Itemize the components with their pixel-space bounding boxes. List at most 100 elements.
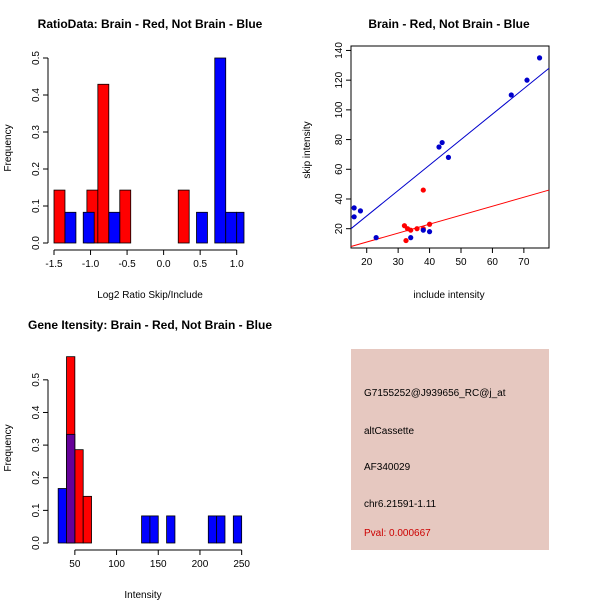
ratio-histogram-bar-not-brain (82, 211, 95, 244)
ratio-histogram-y-tick-label: 0.0 (31, 236, 42, 250)
scatter-point-brain (420, 187, 426, 193)
gene-intensity-y-tick-label: 0.0 (31, 536, 42, 550)
ratio-histogram-bars (53, 57, 245, 244)
ratio-histogram-bar-not-brain (225, 211, 238, 244)
scatter-x-tick-label: 20 (361, 257, 373, 268)
ratio-histogram-y-tick-label: 0.1 (31, 199, 42, 213)
gene-intensity-axes: 50 100 150 200 250 0.0 0.1 0.2 0.3 0.4 0.5 (31, 372, 250, 570)
location-text: chr6.21591-1.11 (364, 499, 437, 510)
scatter-x-tick-label: 70 (518, 257, 530, 268)
scatter-x-tick-label: 60 (487, 257, 499, 268)
scatter-plot-box (350, 45, 550, 249)
gene-intensity-bar-brain (74, 449, 84, 544)
gene-intensity-bar-not-brain (141, 515, 151, 544)
scatter-point-brain (414, 226, 420, 232)
gene-intensity-panel: Gene Itensity: Brain - Red, Not Brain - … (3, 318, 272, 600)
ratio-histogram-xlabel: Log2 Ratio Skip/Include (97, 290, 203, 301)
ratio-histogram-bar-not-brain (236, 211, 245, 244)
gene-intensity-x-tick-label: 250 (233, 559, 250, 570)
scatter-title: Brain - Red, Not Brain - Blue (368, 17, 530, 31)
scatter-x-tick-label: 40 (424, 257, 436, 268)
gene-intensity-bar-not-brain (166, 515, 176, 544)
scatter-x-tick-label: 30 (393, 257, 405, 268)
scatter-point-not-brain (351, 205, 357, 211)
ratio-histogram-bar-not-brain (64, 211, 77, 244)
scatter-y-tick-label: 40 (334, 193, 345, 205)
scatter-y-tick-label: 120 (334, 71, 345, 88)
gene-intensity-y-tick-label: 0.3 (31, 438, 42, 452)
scatter-y-tick-label: 20 (334, 223, 345, 235)
scatter-point-not-brain (436, 144, 442, 150)
pval-text: Pval: 0.000667 (364, 528, 431, 539)
gene-intensity-bar-not-brain (66, 433, 76, 544)
gene-intensity-y-tick-label: 0.4 (31, 405, 42, 419)
gene-intensity-xlabel: Intensity (124, 590, 161, 600)
ratio-histogram-bar-not-brain (196, 211, 208, 244)
ratio-histogram-bar-not-brain (108, 211, 121, 244)
ratio-histogram-axes: -1.5 -1.0 -0.5 0.0 0.5 1.0 0.0 0.1 0.2 0.3 0.4 0.5 (31, 51, 244, 270)
scatter-points (350, 55, 550, 247)
ratio-histogram-y-tick-label: 0.2 (31, 162, 42, 176)
scatter-point-not-brain (536, 55, 543, 61)
ratio-histogram-x-tick-label: -1.5 (45, 259, 63, 270)
scatter-y-tick-label: 80 (334, 134, 345, 146)
scatter-fit-line-not-brain (350, 67, 550, 230)
scatter-point-not-brain (357, 208, 364, 214)
scatter-point-not-brain (508, 92, 514, 98)
gene-intensity-bar-brain (82, 495, 92, 544)
ratio-histogram-bar-not-brain (214, 57, 227, 244)
gene-intensity-y-tick-label: 0.2 (31, 470, 42, 484)
ratio-histogram-bar-brain (97, 83, 110, 244)
gene-intensity-bar-not-brain (149, 515, 159, 544)
gene-intensity-bar-not-brain (207, 515, 218, 544)
scatter-point-not-brain (524, 77, 530, 83)
intensity-scatter-panel: Brain - Red, Not Brain - Blue include in… (302, 17, 550, 301)
gene-intensity-x-tick-label: 50 (69, 559, 81, 570)
scatter-point-not-brain (373, 235, 379, 241)
scatter-point-not-brain (445, 154, 452, 160)
probe-info-panel: G7155252@J939656_RC@j_at altCassette AF3… (351, 349, 549, 550)
scatter-point-not-brain (439, 139, 445, 146)
probe-id-text: G7155252@J939656_RC@j_at (364, 388, 506, 399)
ratio-histogram-panel: RatioData: Brain - Red, Not Brain - Blue… (3, 17, 263, 301)
scatter-y-tick-label: 60 (334, 163, 345, 175)
scatter-ylabel: skip intensity (302, 121, 313, 178)
gene-intensity-y-tick-label: 0.1 (31, 503, 42, 517)
gene-intensity-ylabel: Frequency (3, 424, 14, 471)
gene-intensity-bar-not-brain (216, 515, 226, 544)
probe-info-background (351, 349, 549, 550)
scatter-point-brain (403, 237, 409, 244)
scatter-point-not-brain (351, 214, 357, 220)
accession-text: AF340029 (364, 462, 411, 473)
gene-intensity-bar-not-brain (232, 515, 243, 544)
ratio-histogram-title: RatioData: Brain - Red, Not Brain - Blue (38, 17, 263, 31)
ratio-histogram-y-tick-label: 0.4 (31, 88, 42, 102)
gene-intensity-x-tick-label: 150 (150, 559, 167, 570)
scatter-point-brain (408, 227, 414, 233)
scatter-fit-line-brain (350, 189, 550, 247)
ratio-histogram-bar-brain (53, 189, 66, 244)
ratio-histogram-y-tick-label: 0.5 (31, 51, 42, 65)
gene-intensity-x-tick-label: 200 (192, 559, 209, 570)
ratio-histogram-bar-brain (119, 189, 132, 244)
ratio-histogram-x-tick-label: -0.5 (118, 259, 136, 270)
scatter-point-not-brain (420, 227, 426, 233)
scatter-point-not-brain (408, 235, 414, 241)
scatter-point-not-brain (426, 229, 433, 235)
scatter-axes: 20 30 40 50 60 70 20 40 60 80 100 120 140 (334, 42, 530, 268)
ratio-histogram-x-tick-label: 0.0 (157, 259, 171, 270)
ratio-histogram-y-tick-label: 0.3 (31, 125, 42, 139)
scatter-y-tick-label: 100 (334, 101, 345, 118)
ratio-histogram-ylabel: Frequency (3, 124, 14, 171)
scatter-x-tick-label: 50 (455, 257, 467, 268)
gene-intensity-bar-not-brain (57, 488, 67, 544)
event-type-text: altCassette (364, 426, 414, 437)
gene-intensity-bars (57, 356, 243, 544)
ratio-histogram-x-tick-label: -1.0 (82, 259, 100, 270)
gene-intensity-x-tick-label: 100 (108, 559, 125, 570)
scatter-y-tick-label: 140 (334, 42, 345, 59)
gene-intensity-title: Gene Itensity: Brain - Red, Not Brain - … (28, 318, 272, 332)
ratio-histogram-x-tick-label: 1.0 (230, 259, 244, 270)
scatter-xlabel: include intensity (413, 290, 484, 301)
